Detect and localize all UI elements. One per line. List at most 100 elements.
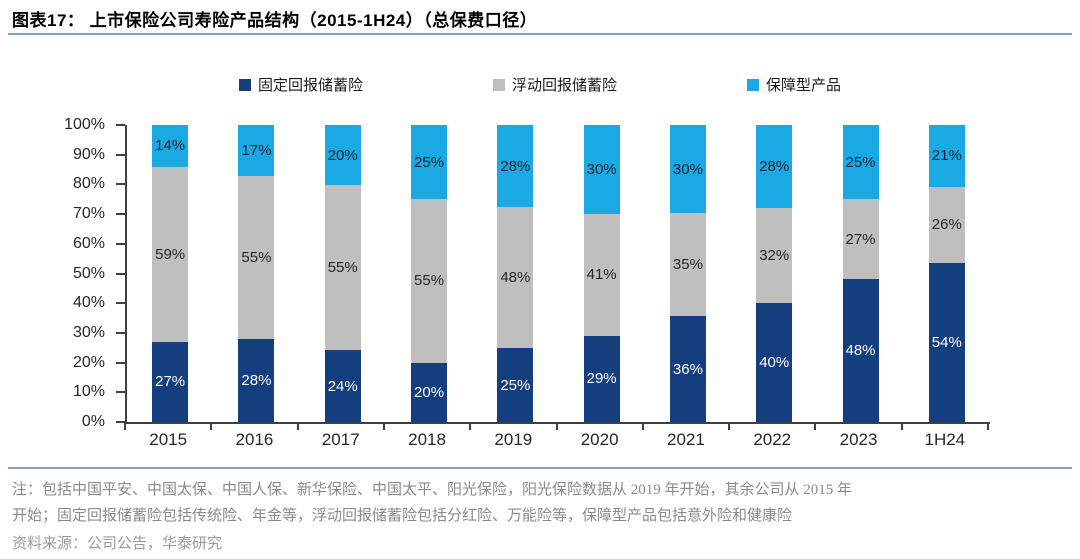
bar-segment-label: 27%	[155, 373, 186, 391]
bar-segment: 41%	[583, 214, 620, 336]
bar-slot: 29% 41% 30%	[558, 125, 644, 422]
bar-segment-label: 21%	[931, 147, 962, 165]
plot-area: 27% 59% 14% 28% 55% 17% 24% 55% 20% 20% 55% 25% 25% 4…	[125, 124, 990, 424]
bar-segment: 25%	[497, 348, 534, 422]
x-tick-mark	[210, 423, 213, 430]
bar-slot: 40% 32% 28%	[731, 125, 817, 422]
x-axis-label: 2020	[580, 430, 619, 449]
y-axis-label: 100%	[64, 116, 105, 133]
bar-segment-label: 27%	[845, 230, 876, 248]
y-axis-label: 40%	[72, 294, 105, 312]
bar-segment-label: 40%	[759, 354, 790, 372]
legend-item-2: 保障型产品	[747, 74, 841, 95]
bar-segment-label: 55%	[241, 248, 272, 266]
bar-segment: 17%	[238, 125, 275, 176]
bar-segment-label: 14%	[155, 137, 186, 155]
bar-segment-label: 29%	[586, 370, 617, 388]
y-axis-label: 0%	[81, 413, 105, 430]
bar-2020: 29% 41% 30%	[583, 125, 620, 422]
x-tick-mark	[382, 423, 385, 430]
y-tick-mark	[116, 183, 125, 186]
bar-2022: 40% 32% 28%	[756, 125, 793, 422]
y-axis-label: 90%	[72, 145, 105, 163]
bar-slot: 24% 55% 20%	[300, 125, 386, 422]
footer-divider	[8, 467, 1072, 469]
bar-slot: 36% 35% 30%	[645, 125, 731, 422]
bar-segment: 28%	[497, 124, 534, 208]
bar-segment-label: 36%	[672, 360, 703, 378]
x-tick-mark	[728, 423, 731, 430]
bar-segment: 30%	[669, 125, 706, 214]
bar-1H24: 54% 26% 21%	[928, 125, 965, 422]
y-tick-mark	[116, 391, 125, 394]
x-axis-label: 1H24	[924, 430, 966, 449]
bar-slot: 54% 26% 21%	[904, 125, 990, 422]
bar-segment: 25%	[411, 125, 448, 200]
bar-segment: 26%	[928, 186, 965, 264]
x-tick-mark	[900, 423, 903, 430]
bar-segment-label: 48%	[845, 342, 876, 360]
bar-segment: 21%	[928, 125, 965, 187]
legend-item-0: 固定回报储蓄险	[238, 74, 363, 95]
y-tick-mark	[116, 331, 125, 334]
y-axis-label: 10%	[72, 383, 105, 401]
figure-title: 图表17： 上市保险公司寿险产品结构（2015-1H24）（总保费口径）	[12, 11, 538, 30]
legend-label: 浮动回报储蓄险	[511, 77, 617, 94]
y-tick-mark	[116, 361, 125, 364]
bar-segment-label: 20%	[414, 383, 445, 401]
legend-swatch-icon	[238, 78, 251, 91]
bar-2019: 25% 48% 28%	[497, 124, 534, 422]
bar-segment-label: 54%	[931, 334, 962, 352]
bar-slot: 25% 48% 28%	[472, 124, 558, 422]
bar-segment-label: 17%	[241, 141, 272, 159]
x-axis-label: 2015	[149, 430, 188, 449]
bar-segment: 40%	[756, 303, 793, 422]
x-axis-label: 2016	[235, 430, 274, 449]
x-tick-mark	[296, 423, 299, 430]
x-tick-mark	[814, 423, 817, 430]
bar-segment: 59%	[152, 166, 189, 342]
bar-segment-label: 25%	[414, 153, 445, 171]
x-tick-mark	[124, 423, 126, 430]
bar-segment: 36%	[669, 316, 706, 422]
bar-segment-label: 28%	[500, 157, 531, 175]
y-axis-label: 80%	[72, 175, 105, 193]
bar-segment: 25%	[842, 125, 879, 200]
bar-segment-label: 26%	[931, 216, 962, 234]
bar-segment: 24%	[324, 350, 361, 422]
footnote-line-1: 注：包括中国平安、中国太保、中国人保、新华保险、中国太平、阳光保险，阳光保险数据…	[12, 482, 853, 498]
legend-label: 保障型产品	[766, 77, 842, 94]
bar-segment: 54%	[928, 263, 965, 422]
bar-segment-label: 24%	[327, 377, 358, 395]
y-axis-label: 70%	[72, 205, 105, 223]
bar-segment-label: 59%	[155, 245, 186, 263]
bar-segment: 28%	[238, 338, 275, 422]
bar-slot: 20% 55% 25%	[386, 125, 472, 422]
bar-segment-label: 20%	[327, 146, 358, 164]
bar-segment-label: 35%	[672, 256, 703, 274]
x-axis-label: 2023	[839, 430, 878, 449]
y-axis: 100% 90% 80% 70% 60% 50% 40% 30% 20% 10% 0%	[0, 116, 105, 430]
y-axis-label: 60%	[72, 234, 105, 252]
y-axis-label: 30%	[72, 323, 105, 341]
x-axis-label: 2022	[753, 430, 792, 449]
bar-segment-label: 32%	[759, 247, 790, 265]
bar-segment-label: 25%	[845, 153, 876, 171]
x-tick-mark	[641, 423, 644, 430]
x-axis-label: 2018	[408, 430, 446, 449]
bar-2016: 28% 55% 17%	[238, 125, 275, 422]
x-tick-mark	[555, 423, 558, 430]
bar-segment-label: 25%	[500, 376, 531, 394]
bar-segment: 20%	[324, 125, 361, 185]
x-axis-label: 2017	[321, 430, 360, 449]
chart-legend: 固定回报储蓄险 浮动回报储蓄险 保障型产品	[0, 74, 1080, 95]
bar-segment: 14%	[152, 125, 189, 167]
legend-swatch-icon	[747, 78, 759, 91]
bar-2021: 36% 35% 30%	[669, 125, 706, 422]
legend-swatch-icon	[492, 78, 505, 91]
bar-segment-label: 55%	[327, 259, 358, 276]
bar-segment: 29%	[583, 335, 620, 422]
x-axis-label: 2019	[494, 430, 533, 449]
y-tick-mark	[116, 302, 125, 305]
bar-segment-label: 30%	[672, 160, 703, 178]
